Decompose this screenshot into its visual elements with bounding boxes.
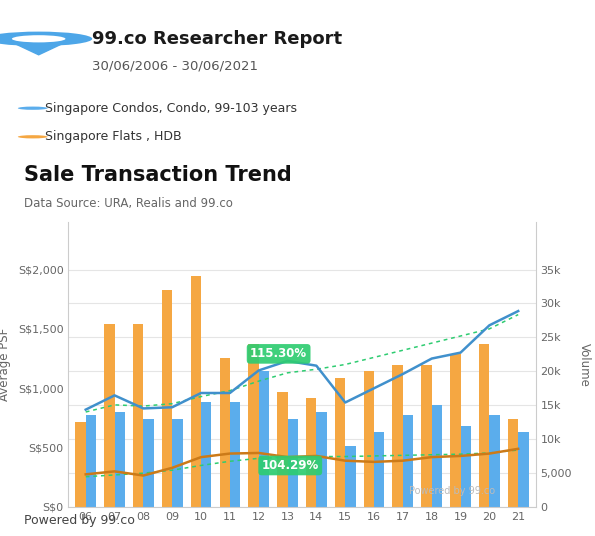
Bar (259, 371, 269, 507)
Text: 104.29%: 104.29% (262, 459, 319, 472)
Bar (287, 419, 298, 507)
Text: Powered by 99.co: Powered by 99.co (409, 486, 496, 496)
Bar (421, 364, 432, 507)
Circle shape (18, 135, 48, 138)
Circle shape (18, 107, 48, 110)
Polygon shape (15, 43, 62, 55)
Bar (201, 402, 211, 507)
Y-axis label: Volume: Volume (578, 343, 591, 386)
Bar (432, 405, 442, 507)
Bar (518, 433, 528, 507)
Bar (364, 371, 374, 507)
Bar (220, 358, 230, 507)
Bar (115, 412, 125, 507)
Bar (86, 415, 96, 507)
Text: Singapore Flats , HDB: Singapore Flats , HDB (45, 130, 181, 143)
Bar (230, 402, 240, 507)
Y-axis label: Average PSF: Average PSF (0, 328, 11, 401)
Bar (461, 426, 471, 507)
Bar (489, 415, 500, 507)
Bar (374, 433, 384, 507)
Text: 115.30%: 115.30% (250, 347, 307, 360)
Bar (403, 415, 414, 507)
Bar (317, 412, 327, 507)
Bar (335, 378, 345, 507)
Bar (393, 364, 403, 507)
Bar (450, 354, 461, 507)
Bar (479, 344, 489, 507)
Text: 99.co Researcher Report: 99.co Researcher Report (92, 30, 342, 48)
Bar (248, 344, 259, 507)
Text: Sale Transaction Trend: Sale Transaction Trend (24, 165, 292, 185)
Bar (104, 324, 115, 507)
Text: Singapore Condos, Condo, 99-103 years: Singapore Condos, Condo, 99-103 years (45, 102, 297, 115)
Text: Powered by 99.co: Powered by 99.co (24, 513, 134, 526)
Bar (508, 419, 518, 507)
Bar (162, 290, 172, 507)
Bar (277, 392, 287, 507)
Bar (143, 419, 154, 507)
Circle shape (0, 32, 92, 46)
Circle shape (12, 35, 65, 42)
Bar (133, 324, 143, 507)
Bar (345, 446, 356, 507)
Text: Data Source: URA, Realis and 99.co: Data Source: URA, Realis and 99.co (24, 197, 233, 210)
Bar (190, 276, 201, 507)
Bar (306, 398, 317, 507)
Bar (76, 422, 86, 507)
Bar (172, 419, 183, 507)
Text: 30/06/2006 - 30/06/2021: 30/06/2006 - 30/06/2021 (92, 59, 258, 72)
